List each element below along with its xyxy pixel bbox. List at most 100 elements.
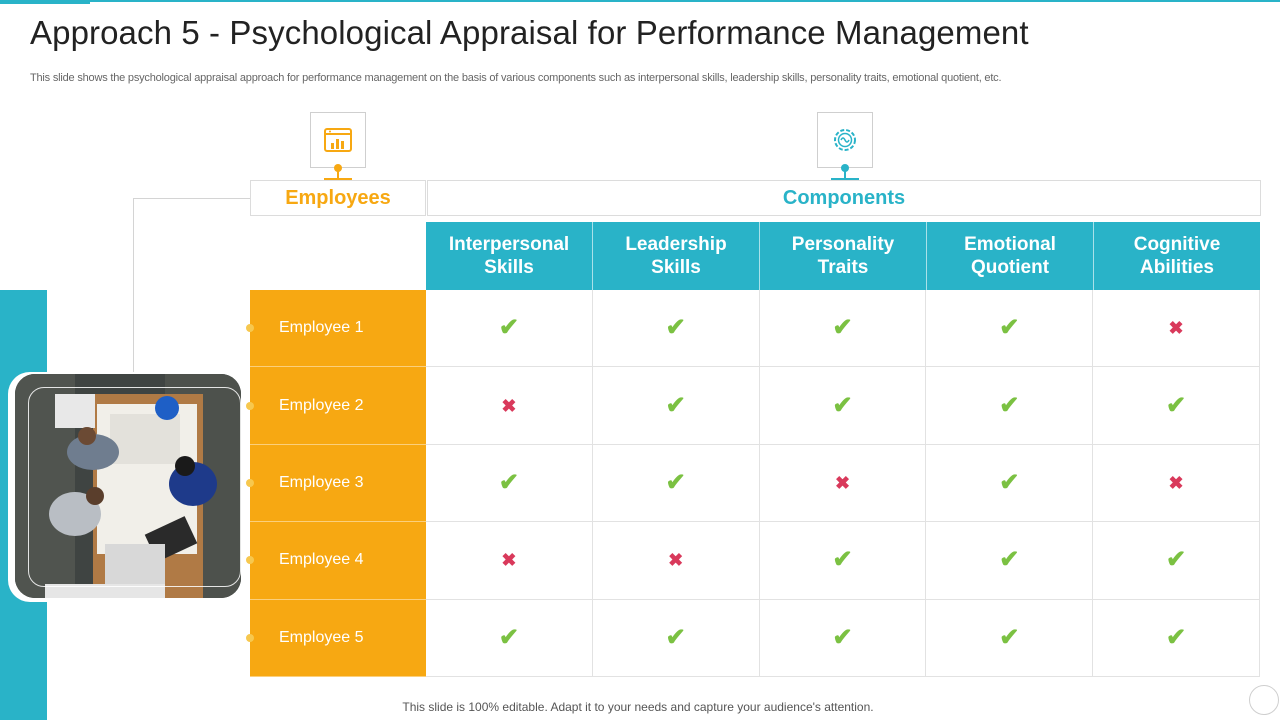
employees-icon-stem (337, 168, 339, 178)
check-mark-icon: ✔ (999, 546, 1020, 574)
employees-icon-dot (334, 164, 342, 172)
check-mark-icon: ✔ (832, 623, 853, 651)
employee-name-cell: Employee 2 (246, 367, 426, 445)
table-row: Employee 2 ✖ ✔ ✔ ✔ ✔ (246, 367, 1260, 445)
team-meeting-photo (15, 374, 241, 598)
column-header-line2: Traits (817, 257, 869, 278)
check-mark-icon: ✔ (999, 623, 1020, 651)
appraisal-cell: ✔ (592, 599, 760, 677)
column-header-line1: Emotional (964, 234, 1056, 255)
check-mark-icon: ✔ (832, 546, 853, 574)
column-header-line2: Quotient (970, 257, 1050, 278)
dashboard-chart-icon (324, 128, 352, 152)
appraisal-cell: ✔ (759, 290, 927, 368)
row-marker-dot (246, 633, 254, 642)
appraisal-cell: ✔ (759, 367, 927, 445)
cross-mark-icon: ✖ (501, 550, 517, 571)
check-mark-icon: ✔ (498, 623, 519, 651)
employee-name-cell: Employee 5 (246, 599, 426, 677)
appraisal-cell: ✔ (592, 444, 760, 523)
check-mark-icon: ✔ (665, 314, 686, 342)
check-mark-icon: ✔ (1166, 546, 1187, 574)
appraisal-cell: ✔ (1093, 522, 1260, 600)
check-mark-icon: ✔ (498, 468, 519, 496)
connector-line-vertical (133, 198, 134, 376)
employee-name: Employee 5 (279, 628, 364, 646)
appraisal-cell: ✔ (1093, 599, 1260, 677)
components-header: Components (427, 180, 1261, 216)
photo-frame-outline (28, 387, 241, 587)
column-header-line2: Abilities (1140, 257, 1214, 278)
appraisal-cell: ✔ (926, 444, 1094, 523)
employee-name: Employee 4 (279, 551, 364, 569)
connector-line-horizontal (133, 198, 251, 199)
top-accent-tab (0, 0, 90, 4)
column-header-line2: Skills (651, 257, 701, 278)
slide-subtitle: This slide shows the psychological appra… (30, 72, 1002, 84)
column-header-leadership-skills: Leadership Skills (593, 222, 760, 290)
slide-footer: This slide is 100% editable. Adapt it to… (402, 700, 874, 714)
appraisal-cell: ✖ (1093, 290, 1260, 368)
check-mark-icon: ✔ (665, 391, 686, 419)
check-mark-icon: ✔ (832, 391, 853, 419)
slide-title: Approach 5 - Psychological Appraisal for… (30, 14, 1029, 51)
table-row: Employee 3 ✔ ✔ ✖ ✔ ✖ (246, 444, 1260, 523)
column-header-line1: Personality (791, 234, 895, 255)
components-icon-base (831, 178, 859, 181)
component-column-headers: Interpersonal Skills Leadership Skills Per… (426, 222, 1260, 290)
check-mark-icon: ✔ (1166, 623, 1187, 651)
column-header-interpersonal-skills: Interpersonal Skills (426, 222, 593, 290)
cross-mark-icon: ✖ (1168, 318, 1184, 339)
employees-icon-box (310, 112, 366, 168)
row-marker-dot (246, 324, 254, 333)
column-header-line1: Interpersonal (448, 234, 570, 255)
employees-header: Employees (250, 180, 426, 216)
column-header-cognitive-abilities: Cognitive Abilities (1094, 222, 1260, 290)
column-header-line1: Leadership (625, 234, 727, 255)
appraisal-cell: ✖ (592, 522, 760, 600)
appraisal-cell: ✖ (426, 367, 593, 445)
column-header-line1: Cognitive (1133, 234, 1221, 255)
employee-name: Employee 2 (279, 396, 364, 414)
gear-brain-icon (834, 129, 856, 151)
employee-name: Employee 1 (279, 319, 364, 337)
row-marker-dot (246, 556, 254, 565)
appraisal-cell: ✔ (592, 367, 760, 445)
components-icon-dot (841, 164, 849, 172)
employee-name-cell: Employee 3 (246, 444, 426, 523)
appraisal-cell: ✖ (759, 444, 927, 523)
employee-name: Employee 3 (279, 473, 364, 491)
column-header-line2: Skills (484, 257, 534, 278)
appraisal-cell: ✔ (759, 599, 927, 677)
appraisal-cell: ✔ (926, 290, 1094, 368)
team-meeting-illustration (15, 374, 241, 598)
check-mark-icon: ✔ (498, 314, 519, 342)
appraisal-cell: ✔ (926, 522, 1094, 600)
appraisal-cell: ✔ (426, 599, 593, 677)
column-header-emotional-quotient: Emotional Quotient (927, 222, 1094, 290)
corner-circle-decoration (1249, 685, 1279, 715)
appraisal-cell: ✔ (926, 367, 1094, 445)
cross-mark-icon: ✖ (1168, 472, 1184, 493)
appraisal-cell: ✔ (592, 290, 760, 368)
check-mark-icon: ✔ (665, 623, 686, 651)
row-marker-dot (246, 478, 254, 487)
employee-name-cell: Employee 1 (246, 290, 426, 368)
components-icon-box (817, 112, 873, 168)
cross-mark-icon: ✖ (668, 550, 684, 571)
check-mark-icon: ✔ (1166, 391, 1187, 419)
employee-name-cell: Employee 4 (246, 522, 426, 600)
table-row: Employee 4 ✖ ✖ ✔ ✔ ✔ (246, 522, 1260, 600)
cross-mark-icon: ✖ (501, 395, 517, 416)
check-mark-icon: ✔ (832, 314, 853, 342)
appraisal-cell: ✔ (926, 599, 1094, 677)
check-mark-icon: ✔ (999, 391, 1020, 419)
appraisal-cell: ✔ (426, 290, 593, 368)
row-marker-dot (246, 401, 254, 410)
table-row: Employee 5 ✔ ✔ ✔ ✔ ✔ (246, 599, 1260, 677)
table-row: Employee 1 ✔ ✔ ✔ ✔ ✖ (246, 290, 1260, 368)
top-accent-line (0, 0, 1280, 2)
employees-icon-base (324, 178, 352, 181)
appraisal-cell: ✔ (759, 522, 927, 600)
appraisal-cell: ✖ (1093, 444, 1260, 523)
